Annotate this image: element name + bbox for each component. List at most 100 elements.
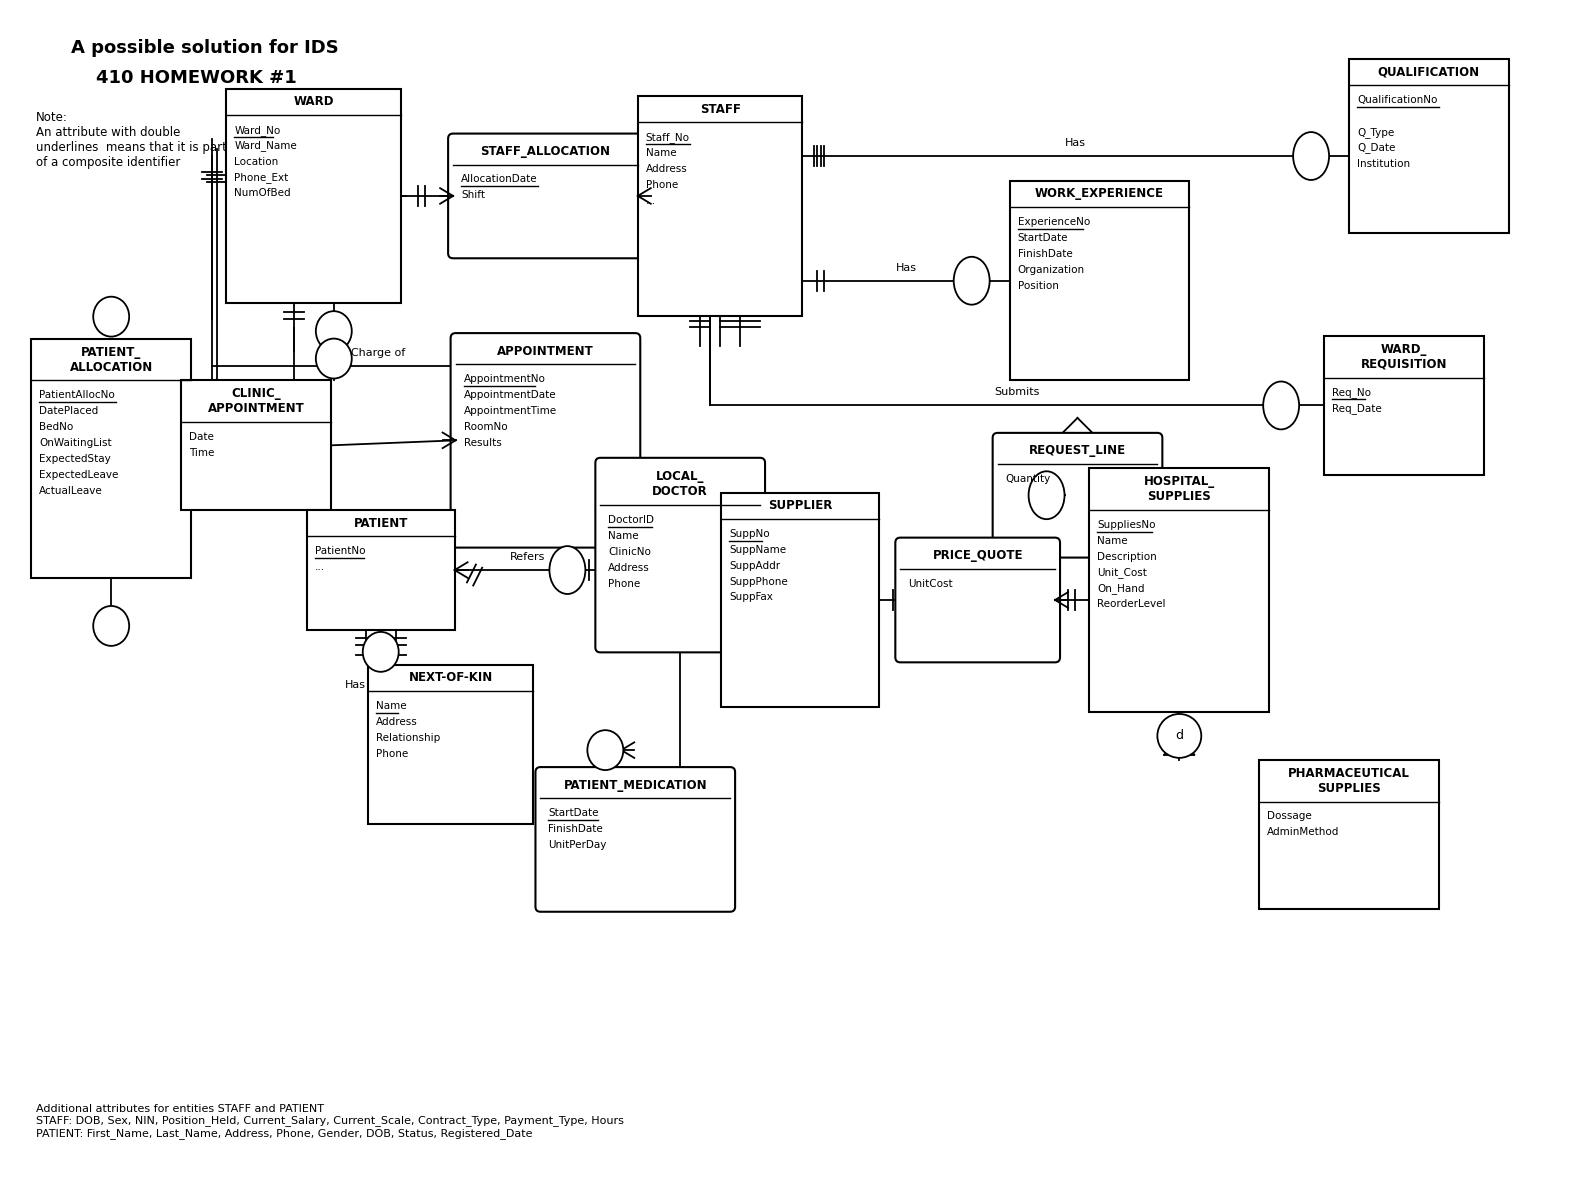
Bar <box>181 381 331 510</box>
Text: Additional attributes for entities STAFF and PATIENT
STAFF: DOB, Sex, NIN, Posit: Additional attributes for entities STAFF… <box>37 1104 625 1139</box>
Text: NumOfBed: NumOfBed <box>234 188 291 199</box>
Ellipse shape <box>1029 471 1065 519</box>
Circle shape <box>1158 715 1202 758</box>
Text: StartDate: StartDate <box>549 808 599 817</box>
Text: APPOINTMENT: APPOINTMENT <box>498 344 593 357</box>
Text: WARD_
REQUISITION: WARD_ REQUISITION <box>1361 343 1447 370</box>
Text: StartDate: StartDate <box>1018 233 1068 243</box>
Text: SuppPhone: SuppPhone <box>730 576 789 587</box>
Text: Staff_No: Staff_No <box>646 132 690 143</box>
FancyBboxPatch shape <box>450 334 641 548</box>
Ellipse shape <box>316 338 351 379</box>
Text: Organization: Organization <box>1018 265 1084 274</box>
Text: SuppName: SuppName <box>730 544 785 555</box>
Text: Q_Date: Q_Date <box>1356 143 1396 154</box>
Text: Req_No: Req_No <box>1332 388 1371 399</box>
Bar <box>1089 467 1269 712</box>
Text: Results: Results <box>464 438 501 448</box>
Text: PATIENT: PATIENT <box>353 517 409 530</box>
Text: 410 HOMEWORK #1: 410 HOMEWORK #1 <box>72 70 297 88</box>
Text: Has: Has <box>895 263 916 273</box>
Text: In Charge of: In Charge of <box>337 348 405 357</box>
Text: WORK_EXPERIENCE: WORK_EXPERIENCE <box>1035 187 1164 200</box>
Text: SuppAddr: SuppAddr <box>730 561 781 570</box>
Text: REQUEST_LINE: REQUEST_LINE <box>1029 445 1126 458</box>
Text: ReorderLevel: ReorderLevel <box>1097 600 1165 609</box>
Bar <box>369 665 533 825</box>
Ellipse shape <box>94 297 129 337</box>
Text: Phone: Phone <box>646 180 677 190</box>
Bar <box>638 96 803 316</box>
Text: Address: Address <box>377 717 418 726</box>
Ellipse shape <box>587 730 623 770</box>
Text: SUPPLIER: SUPPLIER <box>768 499 832 512</box>
Text: QualificationNo: QualificationNo <box>1356 95 1437 104</box>
Ellipse shape <box>316 311 351 351</box>
Text: DatePlaced: DatePlaced <box>40 407 99 416</box>
Text: AppointmentNo: AppointmentNo <box>464 374 545 384</box>
Text: AdminMethod: AdminMethod <box>1267 827 1339 838</box>
Text: Ward_No: Ward_No <box>234 124 281 136</box>
Text: Time: Time <box>189 448 215 458</box>
Text: PHARMACEUTICAL
SUPPLIES: PHARMACEUTICAL SUPPLIES <box>1288 767 1410 795</box>
Text: Has: Has <box>345 680 366 690</box>
Text: ExpectedStay: ExpectedStay <box>40 454 111 464</box>
Text: SuppNo: SuppNo <box>730 529 770 538</box>
Ellipse shape <box>954 257 989 305</box>
Text: Position: Position <box>1018 280 1059 291</box>
Text: Description: Description <box>1097 551 1158 562</box>
Ellipse shape <box>363 632 399 672</box>
FancyBboxPatch shape <box>536 767 735 912</box>
Text: d: d <box>1175 730 1183 743</box>
Text: Shift: Shift <box>461 190 485 200</box>
Text: AppointmentDate: AppointmentDate <box>464 390 556 400</box>
Text: Name: Name <box>1097 536 1127 545</box>
Text: STAFF: STAFF <box>700 103 741 116</box>
Text: QUALIFICATION: QUALIFICATION <box>1379 65 1480 78</box>
Text: Name: Name <box>377 700 407 711</box>
Ellipse shape <box>1262 381 1299 429</box>
Bar <box>1010 181 1189 381</box>
Text: A possible solution for IDS: A possible solution for IDS <box>72 39 339 57</box>
Bar <box>1259 759 1439 910</box>
Text: ActualLeave: ActualLeave <box>40 486 103 496</box>
Ellipse shape <box>550 547 585 594</box>
Text: Name: Name <box>609 531 639 541</box>
Text: ExpectedLeave: ExpectedLeave <box>40 471 119 480</box>
Text: Dossage: Dossage <box>1267 812 1312 821</box>
Text: Institution: Institution <box>1356 159 1410 168</box>
Text: SuppliesNo: SuppliesNo <box>1097 519 1156 530</box>
Text: RoomNo: RoomNo <box>464 422 507 432</box>
Text: ExperienceNo: ExperienceNo <box>1018 216 1089 227</box>
Text: PRICE_QUOTE: PRICE_QUOTE <box>932 549 1022 562</box>
Text: Quantity: Quantity <box>1005 473 1051 484</box>
FancyBboxPatch shape <box>992 433 1162 557</box>
Bar <box>32 338 191 578</box>
Text: ...: ... <box>646 196 657 206</box>
Text: UnitPerDay: UnitPerDay <box>549 840 607 849</box>
Text: PATIENT_
ALLOCATION: PATIENT_ ALLOCATION <box>70 345 153 374</box>
Text: Date: Date <box>189 432 215 442</box>
Text: WARD: WARD <box>294 95 334 108</box>
Text: PatientAllocNo: PatientAllocNo <box>40 390 114 401</box>
Text: NEXT-OF-KIN: NEXT-OF-KIN <box>409 671 493 684</box>
Text: OnWaitingList: OnWaitingList <box>40 439 111 448</box>
Bar <box>722 493 879 707</box>
Text: Note:
An attribute with double
underlines  means that it is part
of a composite : Note: An attribute with double underline… <box>37 111 227 169</box>
Text: Ward_Name: Ward_Name <box>234 141 297 151</box>
FancyBboxPatch shape <box>895 537 1061 662</box>
Text: Phone_Ext: Phone_Ext <box>234 173 289 183</box>
Text: AllocationDate: AllocationDate <box>461 174 537 185</box>
Ellipse shape <box>1293 132 1329 180</box>
Text: STAFF_ALLOCATION: STAFF_ALLOCATION <box>480 146 611 159</box>
Text: Name: Name <box>646 148 676 159</box>
Text: Address: Address <box>646 164 687 174</box>
Text: HOSPITAL_
SUPPLIES: HOSPITAL_ SUPPLIES <box>1143 474 1215 503</box>
Text: DoctorID: DoctorID <box>609 515 655 525</box>
Text: Address: Address <box>609 563 650 573</box>
Text: PATIENT_MEDICATION: PATIENT_MEDICATION <box>563 778 708 791</box>
Text: FinishDate: FinishDate <box>1018 248 1072 259</box>
Text: CLINIC_
APPOINTMENT: CLINIC_ APPOINTMENT <box>208 388 304 415</box>
Text: Phone: Phone <box>609 578 641 588</box>
Bar <box>1348 59 1509 233</box>
